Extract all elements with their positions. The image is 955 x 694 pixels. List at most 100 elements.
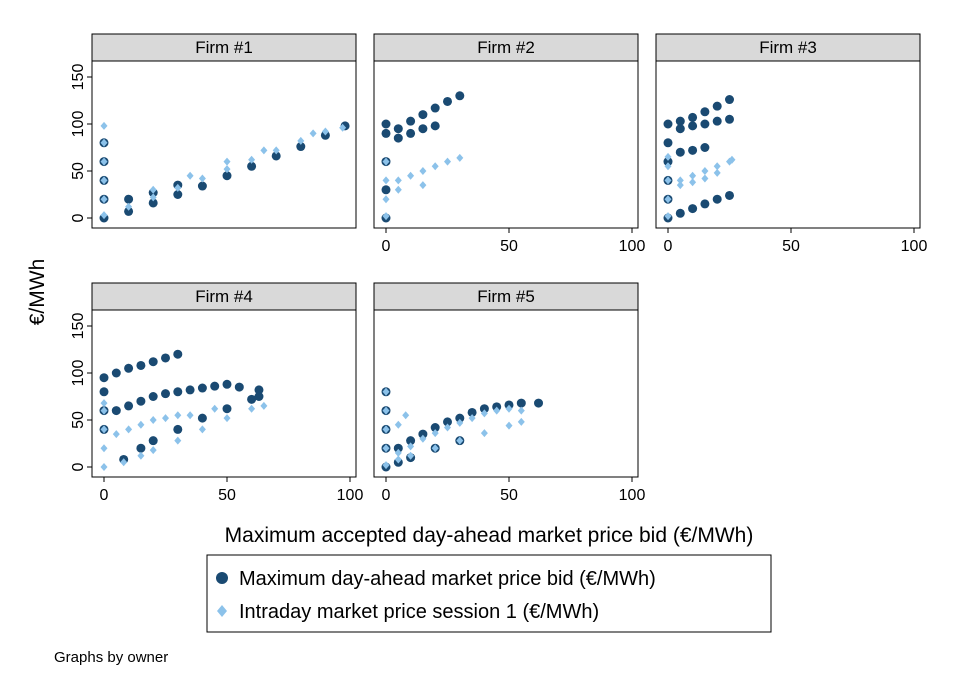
point-intraday [456,418,464,427]
point-intraday [100,157,108,166]
point-intraday [505,404,513,413]
point-intraday [480,429,488,438]
point-intraday [394,448,402,457]
point-intraday [100,444,108,453]
point-intraday [186,171,194,180]
point-day-ahead [148,198,158,208]
point-intraday [517,417,525,426]
point-intraday [493,406,501,415]
point-intraday [223,157,231,166]
point-day-ahead [675,124,685,134]
x-tick-label: 0 [382,238,391,255]
point-day-ahead [254,385,264,395]
point-day-ahead [148,436,158,446]
point-intraday [100,406,108,415]
point-intraday [701,167,709,175]
panels-layer: Firm #1 0 50 100 150 Firm #2 0 50 100 Firm #3 0 50 1… [70,33,928,504]
point-day-ahead [418,429,428,439]
point-day-ahead [406,436,416,446]
point-day-ahead [197,181,207,191]
point-day-ahead [136,360,146,370]
point-day-ahead [393,443,403,453]
point-day-ahead [430,121,440,131]
point-intraday [309,129,317,138]
point-day-ahead [467,407,477,417]
y-tick-label: 100 [70,360,87,387]
point-intraday [100,463,108,471]
point-intraday [382,444,390,453]
panel-firm-1: Firm #1 0 50 100 150 [70,33,357,229]
x-tick-label: 100 [337,487,364,504]
point-day-ahead [148,392,158,401]
y-tick-label: 50 [70,411,87,429]
point-intraday [664,152,672,161]
point-intraday [382,176,390,185]
point-intraday [713,162,721,171]
point-day-ahead [136,443,146,453]
point-day-ahead [254,392,264,401]
panel-frame [91,309,357,478]
point-day-ahead [700,107,710,117]
point-intraday [100,399,108,408]
point-intraday [272,146,280,155]
point-day-ahead [725,95,734,105]
point-day-ahead [675,208,685,218]
point-day-ahead [222,171,232,181]
panel-firm-4: Firm #4 0 50 100 150 0 50 100 [70,282,364,504]
point-day-ahead [700,199,710,209]
point-day-ahead [712,116,722,126]
point-intraday [248,155,256,164]
point-day-ahead [443,96,452,106]
point-day-ahead [148,357,158,367]
point-intraday [100,121,108,130]
x-tick-label: 100 [619,487,646,504]
x-tick-label: 100 [901,238,928,255]
point-intraday [419,181,427,190]
point-intraday [664,195,672,204]
point-intraday [701,174,709,183]
point-intraday [394,455,402,464]
panel-strip [655,33,921,62]
y-tick-label: 150 [70,64,87,91]
point-intraday [149,185,157,194]
point-day-ahead [173,190,183,199]
x-tick-label: 50 [218,487,236,504]
point-intraday [419,434,427,443]
point-intraday [120,458,128,467]
point-day-ahead [173,424,183,434]
point-day-ahead [111,368,121,378]
point-day-ahead [381,119,391,129]
point-intraday [223,165,231,174]
panel-strip [91,282,357,311]
point-day-ahead [430,103,440,113]
point-day-ahead [700,143,710,152]
point-day-ahead [173,387,183,397]
legend: Maximum day-ahead market price bid (€/MW… [206,554,772,633]
legend-label-intraday: Intraday market price session 1 (€/MWh) [239,601,599,623]
point-day-ahead [124,363,134,373]
point-intraday [419,167,427,175]
point-day-ahead [222,404,232,414]
point-day-ahead [700,119,710,129]
point-intraday [211,404,219,413]
point-intraday [112,430,120,439]
point-intraday [444,157,451,166]
point-day-ahead [406,128,416,138]
y-tick-label: 0 [70,213,87,222]
panel-frame [91,60,357,229]
point-day-ahead [479,404,489,414]
point-intraday [431,444,439,453]
point-day-ahead [688,121,698,131]
point-intraday [689,171,697,180]
point-day-ahead [675,116,685,126]
y-axis-title: €/MWh [26,259,49,326]
point-intraday [505,421,513,430]
point-intraday [149,446,157,455]
point-day-ahead [443,417,452,427]
point-intraday [137,420,145,429]
point-day-ahead [455,91,465,101]
panel-title: Firm #2 [477,38,535,57]
point-day-ahead [99,373,109,383]
point-intraday [728,155,736,164]
panel-firm-2: Firm #2 0 50 100 [373,33,645,255]
